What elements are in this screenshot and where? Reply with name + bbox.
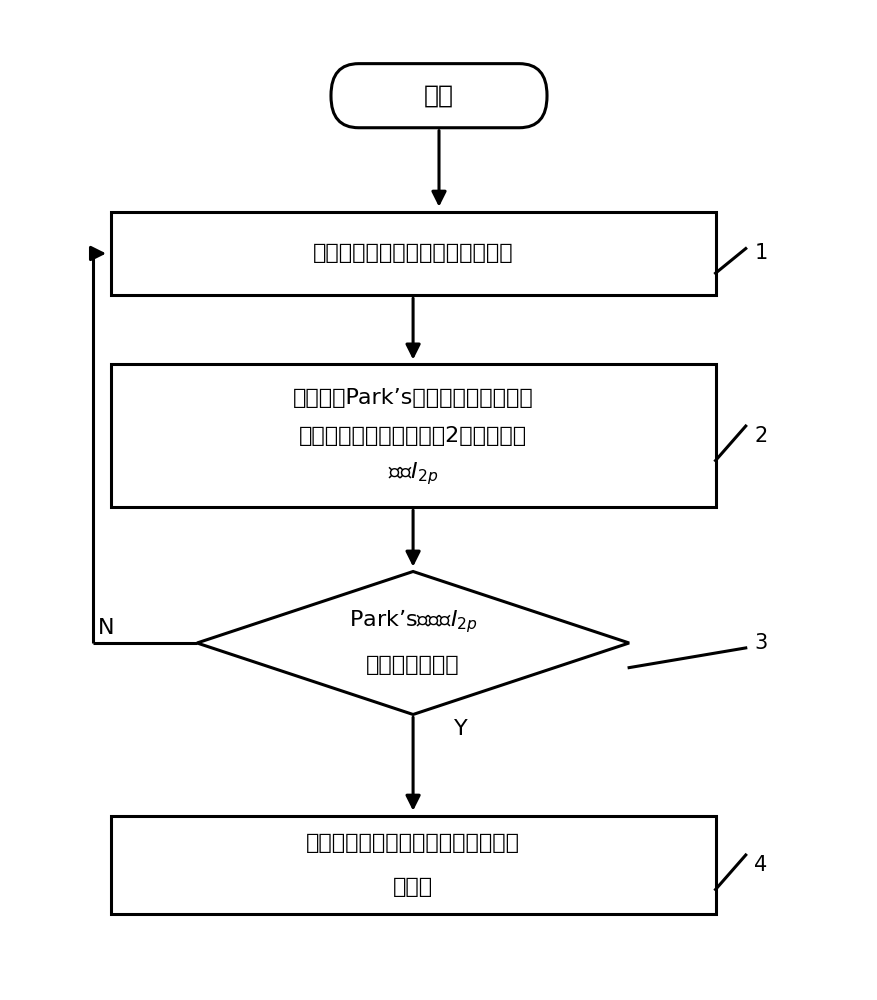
Text: 2: 2 bbox=[753, 426, 766, 446]
Text: 幅值$I_{2p}$: 幅值$I_{2p}$ bbox=[388, 460, 438, 487]
Text: 大于故障预警值: 大于故障预警值 bbox=[366, 655, 460, 675]
Text: 障处理: 障处理 bbox=[393, 877, 432, 897]
Text: 3: 3 bbox=[753, 633, 766, 653]
FancyBboxPatch shape bbox=[111, 364, 715, 507]
FancyBboxPatch shape bbox=[111, 212, 715, 295]
FancyBboxPatch shape bbox=[331, 64, 546, 128]
Text: 发生定子绕组匝间短路故障，进行故: 发生定子绕组匝间短路故障，进行故 bbox=[306, 833, 519, 853]
Polygon shape bbox=[196, 571, 629, 714]
Text: N: N bbox=[98, 618, 114, 638]
Text: 开始: 开始 bbox=[424, 84, 453, 108]
Text: 绕组匝间短路故障引起的2倍基频分量: 绕组匝间短路故障引起的2倍基频分量 bbox=[299, 426, 526, 446]
Text: Park’s矢量模$I_{2p}$: Park’s矢量模$I_{2p}$ bbox=[348, 607, 477, 635]
Text: 1: 1 bbox=[753, 243, 766, 263]
Text: 4: 4 bbox=[753, 855, 766, 875]
Text: Y: Y bbox=[453, 719, 467, 739]
Text: 获取定子三相电压和定子三相电流: 获取定子三相电压和定子三相电流 bbox=[312, 243, 513, 263]
FancyBboxPatch shape bbox=[111, 816, 715, 914]
Text: 经改进的Park’s矢量法计算得到定子: 经改进的Park’s矢量法计算得到定子 bbox=[292, 388, 533, 408]
